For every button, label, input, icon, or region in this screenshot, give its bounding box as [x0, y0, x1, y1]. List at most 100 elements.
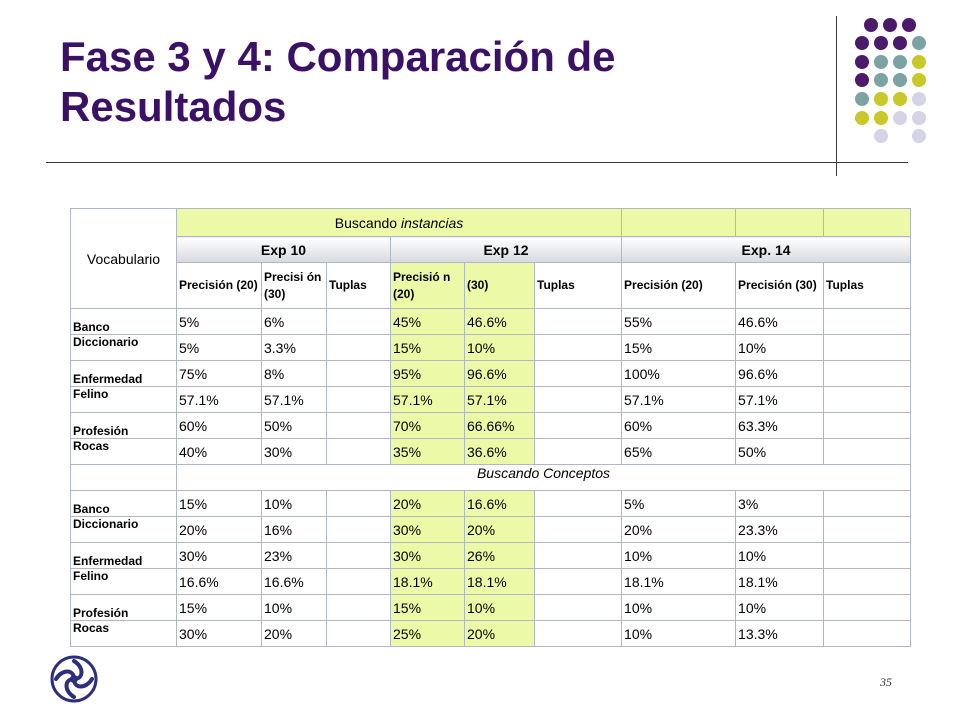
value-cell [533, 386, 623, 413]
value-cell [823, 412, 912, 439]
subheader-30-exp12: (30) [464, 262, 535, 309]
dot [883, 18, 897, 32]
exp-10-header: Exp 10 [176, 236, 391, 263]
dot [874, 92, 888, 106]
value-cell: 15% [176, 594, 262, 621]
slide-title: Fase 3 y 4: Comparación de Resultados [60, 33, 616, 130]
vocabulary-header: Vocabulario [70, 208, 177, 309]
table-row: Felino 16.6% 16.6% 18.1% 18.1% 18.1% 18.1% [70, 568, 912, 595]
instances-group-italic: instancias [400, 214, 464, 231]
dot [893, 111, 907, 125]
value-cell [823, 334, 912, 361]
value-cell: 30% [261, 438, 327, 465]
value-cell: 20% [464, 516, 535, 543]
value-cell [326, 386, 391, 413]
value-cell: 70% [390, 412, 465, 439]
dot [874, 111, 888, 125]
value-cell: 75% [176, 360, 262, 387]
value-cell [326, 490, 391, 517]
row-label: Enfermedad [70, 542, 177, 569]
value-cell: 95% [390, 360, 465, 387]
row-label: Rocas [70, 620, 177, 647]
value-cell [326, 620, 391, 647]
instances-group-prefix: Buscando [334, 214, 401, 231]
row-label: Profesión [70, 594, 177, 621]
dot [855, 36, 869, 50]
value-cell: 16.6% [176, 568, 262, 595]
value-cell: 8% [261, 360, 327, 387]
value-cell: 15% [390, 334, 465, 361]
value-cell: 30% [390, 542, 465, 569]
subheader-tuplas-exp14: Tuplas [823, 262, 912, 309]
vertical-divider-line [836, 16, 837, 176]
value-cell: 60% [176, 412, 262, 439]
table-row: Banco 5% 6% 45% 46.6% 55% 46.6% [70, 308, 912, 335]
value-cell [326, 412, 391, 439]
value-cell [533, 490, 623, 517]
row-label: Rocas [70, 438, 177, 465]
results-table: Vocabulario Buscando instancias Exp 10 E… [70, 208, 912, 647]
row-label: Enfermedad [70, 360, 177, 387]
value-cell [326, 438, 391, 465]
value-cell: 18.1% [621, 568, 737, 595]
table-row: Profesión 60% 50% 70% 66.66% 60% 63.3% [70, 412, 912, 439]
page-number: 35 [880, 675, 892, 689]
value-cell [326, 516, 391, 543]
value-cell [533, 360, 623, 387]
value-cell: 96.6% [464, 360, 535, 387]
value-cell [326, 360, 391, 387]
dot [874, 55, 888, 69]
value-cell: 30% [176, 620, 262, 647]
value-cell: 57.1% [735, 386, 825, 413]
table-row: Enfermedad 75% 8% 95% 96.6% 100% 96.6% [70, 360, 912, 387]
value-cell: 46.6% [464, 308, 535, 335]
value-cell: 30% [390, 516, 465, 543]
dot [893, 36, 907, 50]
value-cell [326, 542, 391, 569]
decorative-dot-grid [855, 18, 936, 158]
value-cell: 57.1% [176, 386, 262, 413]
value-cell: 57.1% [464, 386, 535, 413]
value-cell: 23.3% [735, 516, 825, 543]
dot [912, 36, 926, 50]
dot [912, 73, 926, 87]
value-cell [533, 334, 623, 361]
dot [874, 36, 888, 50]
instances-group-header: Buscando instancias [175, 208, 623, 237]
value-cell: 63.3% [735, 412, 825, 439]
value-cell: 10% [621, 542, 737, 569]
value-cell: 10% [464, 334, 535, 361]
value-cell [533, 568, 623, 595]
value-cell: 50% [261, 412, 327, 439]
value-cell: 65% [621, 438, 737, 465]
table-row: Diccionario 5% 3.3% 15% 10% 15% 10% [70, 334, 912, 361]
value-cell: 10% [261, 490, 327, 517]
value-cell: 20% [390, 490, 465, 517]
value-cell: 23% [261, 542, 327, 569]
value-cell [823, 360, 912, 387]
dot [893, 55, 907, 69]
value-cell: 5% [176, 308, 262, 335]
value-cell: 10% [735, 542, 825, 569]
section-empty-cell [70, 464, 177, 491]
value-cell: 46.6% [735, 308, 825, 335]
value-cell [823, 594, 912, 621]
value-cell: 26% [464, 542, 535, 569]
value-cell: 13.3% [735, 620, 825, 647]
value-cell: 57.1% [261, 386, 327, 413]
concepts-section-header: Buscando Conceptos [175, 464, 912, 491]
value-cell: 3% [735, 490, 825, 517]
subheader-row: Precisión (20) Precisi ón (30) Tuplas Pr… [71, 262, 912, 309]
table-row: Rocas 40% 30% 35% 36.6% 65% 50% [70, 438, 912, 465]
subheader-precision-20-exp14: Precisión (20) [621, 262, 737, 309]
value-cell [326, 594, 391, 621]
value-cell: 36.6% [464, 438, 535, 465]
value-cell: 30% [176, 542, 262, 569]
value-cell [533, 620, 623, 647]
dot [912, 111, 926, 125]
value-cell: 10% [261, 594, 327, 621]
group-header-row: Vocabulario Buscando instancias [70, 208, 912, 309]
value-cell: 50% [735, 438, 825, 465]
row-label: Diccionario [70, 516, 177, 543]
value-cell: 15% [176, 490, 262, 517]
